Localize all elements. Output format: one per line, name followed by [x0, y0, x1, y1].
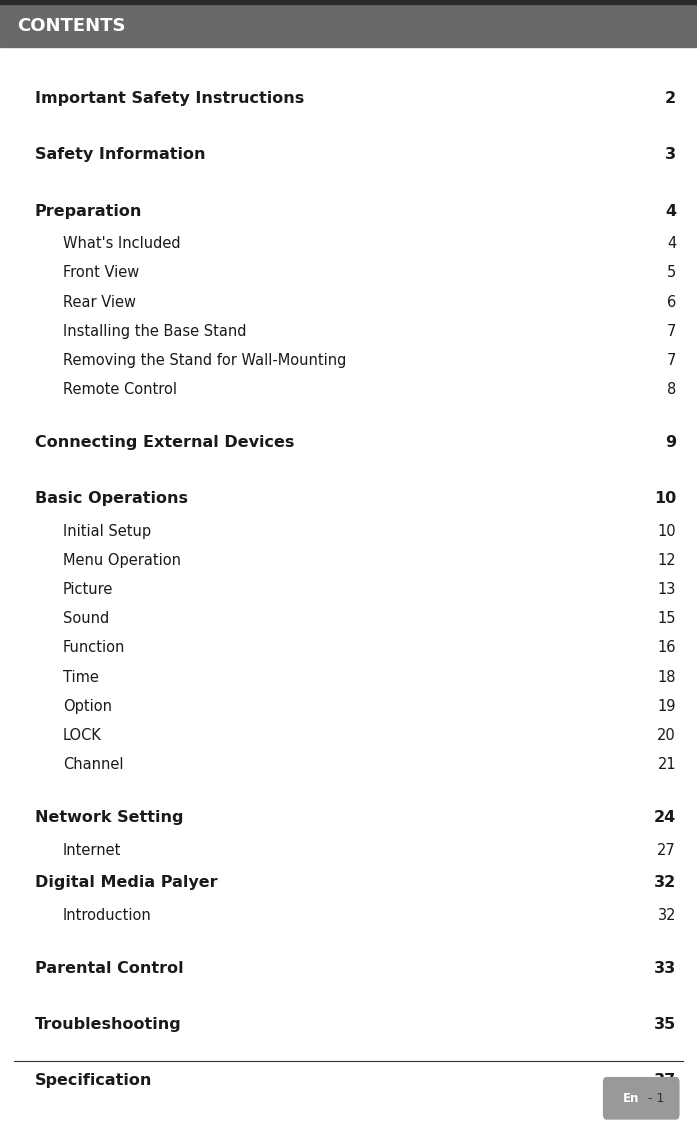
Text: 6: 6 — [667, 294, 676, 310]
Text: LOCK: LOCK — [63, 728, 102, 743]
Text: CONTENTS: CONTENTS — [17, 17, 126, 35]
Text: Network Setting: Network Setting — [35, 810, 183, 825]
Text: 7: 7 — [667, 353, 676, 368]
Text: Front View: Front View — [63, 265, 139, 281]
Text: Rear View: Rear View — [63, 294, 136, 310]
Text: En: En — [622, 1092, 639, 1105]
Text: 19: 19 — [657, 699, 676, 714]
Text: 33: 33 — [654, 960, 676, 976]
Text: 13: 13 — [658, 582, 676, 597]
Text: 8: 8 — [667, 382, 676, 398]
Text: 3: 3 — [665, 147, 676, 163]
Text: Initial Setup: Initial Setup — [63, 523, 151, 539]
Text: Safety Information: Safety Information — [35, 147, 206, 163]
Text: Sound: Sound — [63, 611, 109, 627]
Text: 10: 10 — [657, 523, 676, 539]
Text: Basic Operations: Basic Operations — [35, 491, 188, 506]
Text: Connecting External Devices: Connecting External Devices — [35, 435, 294, 450]
Text: 9: 9 — [665, 435, 676, 450]
Text: 24: 24 — [654, 810, 676, 825]
Text: Specification: Specification — [35, 1072, 152, 1088]
Text: Function: Function — [63, 640, 125, 656]
Text: Channel: Channel — [63, 757, 123, 773]
Text: Remote Control: Remote Control — [63, 382, 177, 398]
Bar — [0, 4, 697, 47]
Text: 20: 20 — [657, 728, 676, 743]
Text: 12: 12 — [657, 553, 676, 568]
Text: 15: 15 — [657, 611, 676, 627]
Text: Installing the Base Stand: Installing the Base Stand — [63, 323, 246, 339]
Text: Troubleshooting: Troubleshooting — [35, 1016, 182, 1032]
Text: What's Included: What's Included — [63, 236, 181, 252]
Text: 4: 4 — [665, 203, 676, 219]
Text: 18: 18 — [657, 669, 676, 685]
Bar — [0, 0, 697, 4]
Text: Option: Option — [63, 699, 112, 714]
Text: 37: 37 — [654, 1072, 676, 1088]
Text: 7: 7 — [667, 323, 676, 339]
Text: 27: 27 — [657, 842, 676, 858]
Text: Parental Control: Parental Control — [35, 960, 183, 976]
Text: Important Safety Instructions: Important Safety Instructions — [35, 91, 304, 107]
Text: Picture: Picture — [63, 582, 113, 597]
Text: 32: 32 — [657, 907, 676, 923]
Text: 35: 35 — [654, 1016, 676, 1032]
Text: 4: 4 — [667, 236, 676, 252]
Text: Time: Time — [63, 669, 98, 685]
Text: 32: 32 — [654, 875, 676, 891]
Text: 2: 2 — [665, 91, 676, 107]
Text: Preparation: Preparation — [35, 203, 142, 219]
Text: Introduction: Introduction — [63, 907, 151, 923]
Text: 5: 5 — [667, 265, 676, 281]
Text: Removing the Stand for Wall-Mounting: Removing the Stand for Wall-Mounting — [63, 353, 346, 368]
Text: - 1: - 1 — [648, 1092, 665, 1105]
Text: 21: 21 — [657, 757, 676, 773]
Text: 10: 10 — [654, 491, 676, 506]
FancyBboxPatch shape — [603, 1077, 680, 1120]
Text: Digital Media Palyer: Digital Media Palyer — [35, 875, 217, 891]
Text: 16: 16 — [657, 640, 676, 656]
Text: Internet: Internet — [63, 842, 121, 858]
Text: Menu Operation: Menu Operation — [63, 553, 181, 568]
